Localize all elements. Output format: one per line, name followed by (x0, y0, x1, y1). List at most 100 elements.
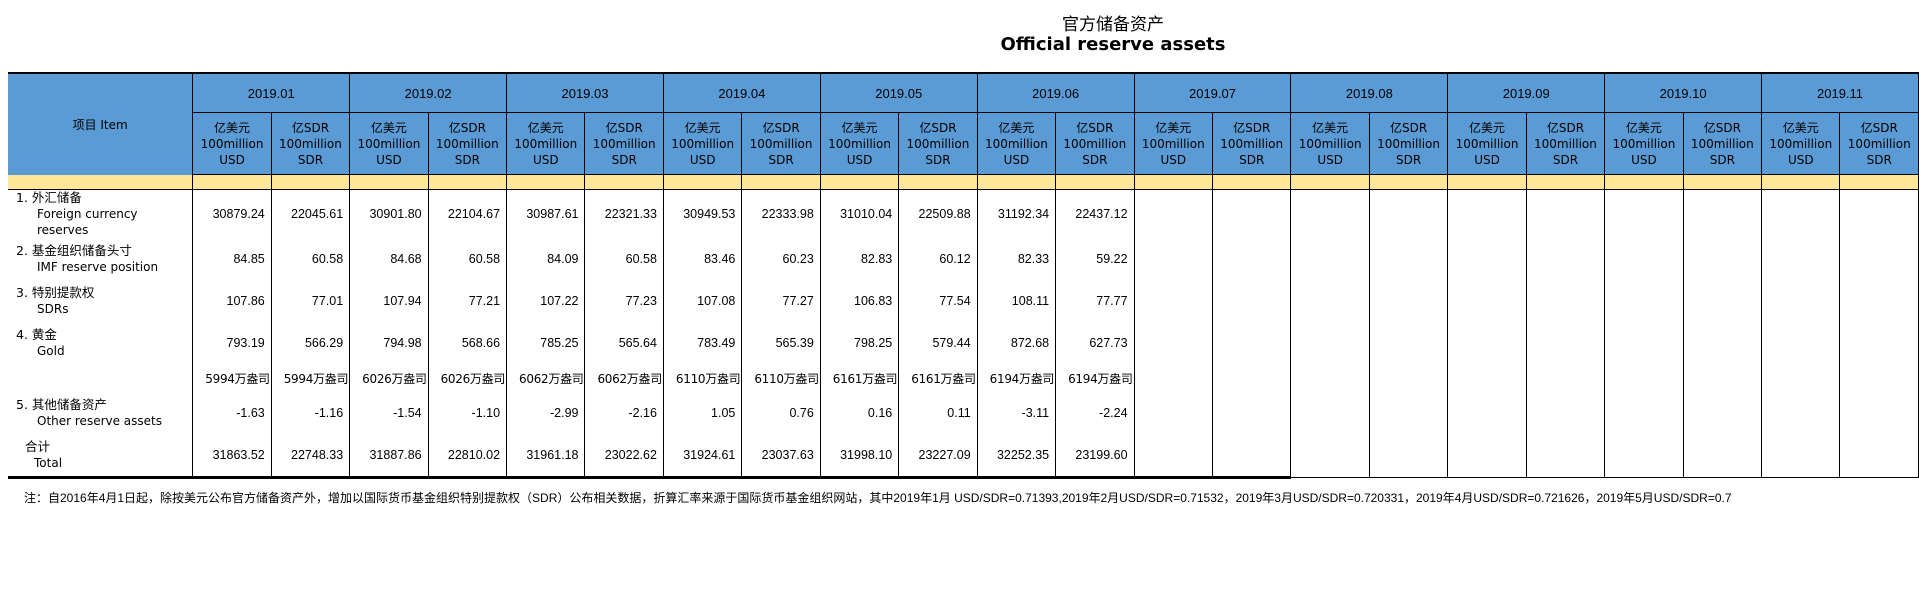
band-cell (427, 174, 508, 190)
value-cell-sdr (1682, 322, 1763, 364)
table-row: 2. 基金组织储备头寸 IMF reserve position 84.85 60.5… (8, 238, 1919, 280)
row-label-cn: 3. 特别提款权 (16, 285, 95, 300)
row-label-en: Gold (37, 344, 65, 358)
value-cell-sdr: 565.64 (584, 322, 664, 364)
unit-label-en1: 100million (1220, 136, 1284, 151)
row-label-cn: 2. 基金组织储备头寸 (16, 243, 132, 258)
unit-label-cn: 亿SDR (919, 120, 957, 135)
band-cell (662, 174, 743, 190)
value-cell-sdr (1682, 434, 1763, 478)
unit-header-sdr: 亿SDR 100million SDR (1055, 112, 1135, 175)
row-label-en: SDRs (37, 302, 69, 316)
value-cell-sdr (1839, 392, 1919, 434)
footnote: 注：自2016年4月1日起，除按美元公布官方储备资产外，增加以国际货币基金组织特… (24, 491, 1732, 505)
unit-label-cn: 亿SDR (1860, 120, 1898, 135)
unit-header-sdr: 亿SDR 100million SDR (584, 112, 664, 175)
value-cell-usd (1447, 322, 1527, 364)
month-header: 2019.03 (506, 72, 664, 113)
value-cell-sdr (1525, 189, 1606, 238)
value-cell-sdr: 60.23 (741, 238, 821, 280)
value-cell-usd (1447, 434, 1527, 478)
band-cell (349, 174, 429, 190)
unit-label-en1: 100million (671, 136, 735, 151)
value-cell-usd (1290, 392, 1370, 434)
value-cell-usd: -1.54 (349, 392, 429, 434)
value-cell-usd: -2.99 (506, 392, 586, 434)
header-band-row (8, 174, 1919, 190)
value-cell-sdr: 579.44 (898, 322, 978, 364)
row-label: 合计 Total (8, 434, 194, 479)
unit-label-cn: 亿SDR (291, 120, 330, 135)
value-cell-usd (1447, 280, 1527, 322)
value-cell-usd: 5994万盎司 (192, 364, 272, 392)
value-cell-sdr (1839, 280, 1919, 322)
value-cell-sdr (1839, 434, 1919, 478)
value-cell-usd: 798.25 (819, 322, 900, 364)
unit-label-cn: 亿SDR (1546, 120, 1585, 135)
value-cell-usd: 30987.61 (506, 189, 586, 238)
value-cell-sdr (1839, 364, 1919, 392)
unit-label-cn: 亿美元 (841, 120, 878, 135)
value-cell-usd: 31863.52 (192, 434, 272, 479)
unit-label-cn: 亿SDR (448, 120, 486, 135)
value-cell-usd (1133, 364, 1213, 392)
band-cell (506, 174, 586, 190)
unit-label-en2: SDR (611, 152, 637, 167)
value-cell-usd (1604, 392, 1684, 434)
band-cell (976, 174, 1057, 190)
value-cell-sdr (1368, 434, 1449, 478)
unit-label-en2: USD (689, 152, 716, 167)
reserve-assets-table: 项目 Item 2019.01 2019.02 2019.03 2019.04 … (8, 72, 1919, 479)
value-cell-sdr: 59.22 (1055, 238, 1135, 280)
unit-label-cn: 亿美元 (527, 120, 564, 135)
unit-label-en1: 100million (1847, 136, 1911, 151)
unit-label-cn: 亿美元 (214, 120, 251, 135)
unit-label-en2: USD (532, 152, 559, 167)
unit-header-sdr: 亿SDR 100million SDR (1682, 112, 1763, 175)
unit-label-cn: 亿美元 (370, 120, 407, 135)
unit-header-usd: 亿美元 100million USD (1133, 112, 1213, 175)
band-cell (1525, 174, 1606, 190)
value-cell-usd (1761, 322, 1841, 364)
value-cell-usd: 31887.86 (349, 434, 429, 479)
value-cell-sdr: 22509.88 (898, 189, 978, 238)
table-row: 1. 外汇储备 Foreign currency reserves 30879.24… (8, 189, 1919, 238)
month-header: 2019.06 (976, 72, 1135, 113)
unit-header-usd: 亿美元 100million USD (506, 112, 586, 175)
value-cell-sdr: 60.12 (898, 238, 978, 280)
unit-label-en2: SDR (768, 152, 794, 167)
value-cell-usd (1447, 364, 1527, 392)
unit-header-usd: 亿美元 100million USD (976, 112, 1057, 175)
unit-label-en2: USD (376, 152, 402, 167)
unit-header-sdr: 亿SDR 100million SDR (427, 112, 508, 175)
unit-label-cn: 亿美元 (1625, 120, 1662, 135)
unit-label-en2: USD (1003, 152, 1030, 167)
value-cell-sdr (1682, 238, 1763, 280)
value-cell-sdr: -1.16 (270, 392, 351, 434)
value-cell-usd (1133, 392, 1213, 434)
unit-label-en2: USD (1474, 152, 1500, 167)
value-cell-usd: 107.94 (349, 280, 429, 322)
unit-label-en1: 100million (1690, 136, 1754, 151)
row-label-en: IMF reserve position (37, 260, 159, 274)
table-row: 合计 Total 31863.52 22748.33 31887.86 22810.02 3… (8, 434, 1919, 479)
row-label: 2. 基金组织储备头寸 IMF reserve position (8, 238, 194, 280)
value-cell-usd (1290, 322, 1370, 364)
month-header: 2019.07 (1133, 72, 1292, 113)
value-cell-usd (1761, 392, 1841, 434)
value-cell-sdr: 22045.61 (270, 189, 351, 238)
unit-header-sdr: 亿SDR 100million SDR (1525, 112, 1606, 175)
unit-header-row: 亿美元 100million USD 亿SDR 100million SDR 亿美元 100m… (8, 112, 1919, 175)
table-row: 3. 特别提款权 SDRs 107.86 77.01 107.94 77.21 107.22… (8, 280, 1919, 322)
value-cell-sdr: 77.54 (898, 280, 978, 322)
value-cell-sdr: -2.24 (1055, 392, 1135, 434)
band-cell (1211, 174, 1292, 190)
unit-label-en1: 100million (984, 136, 1048, 151)
unit-label-en1: 100million (1534, 136, 1597, 151)
value-cell-usd: 107.08 (662, 280, 743, 322)
value-cell-usd (1447, 189, 1527, 238)
unit-label-cn: 亿SDR (1389, 120, 1428, 135)
month-header: 2019.02 (349, 72, 508, 113)
month-header: 2019.09 (1447, 72, 1606, 113)
value-cell-usd: 6026万盎司 (349, 364, 429, 392)
